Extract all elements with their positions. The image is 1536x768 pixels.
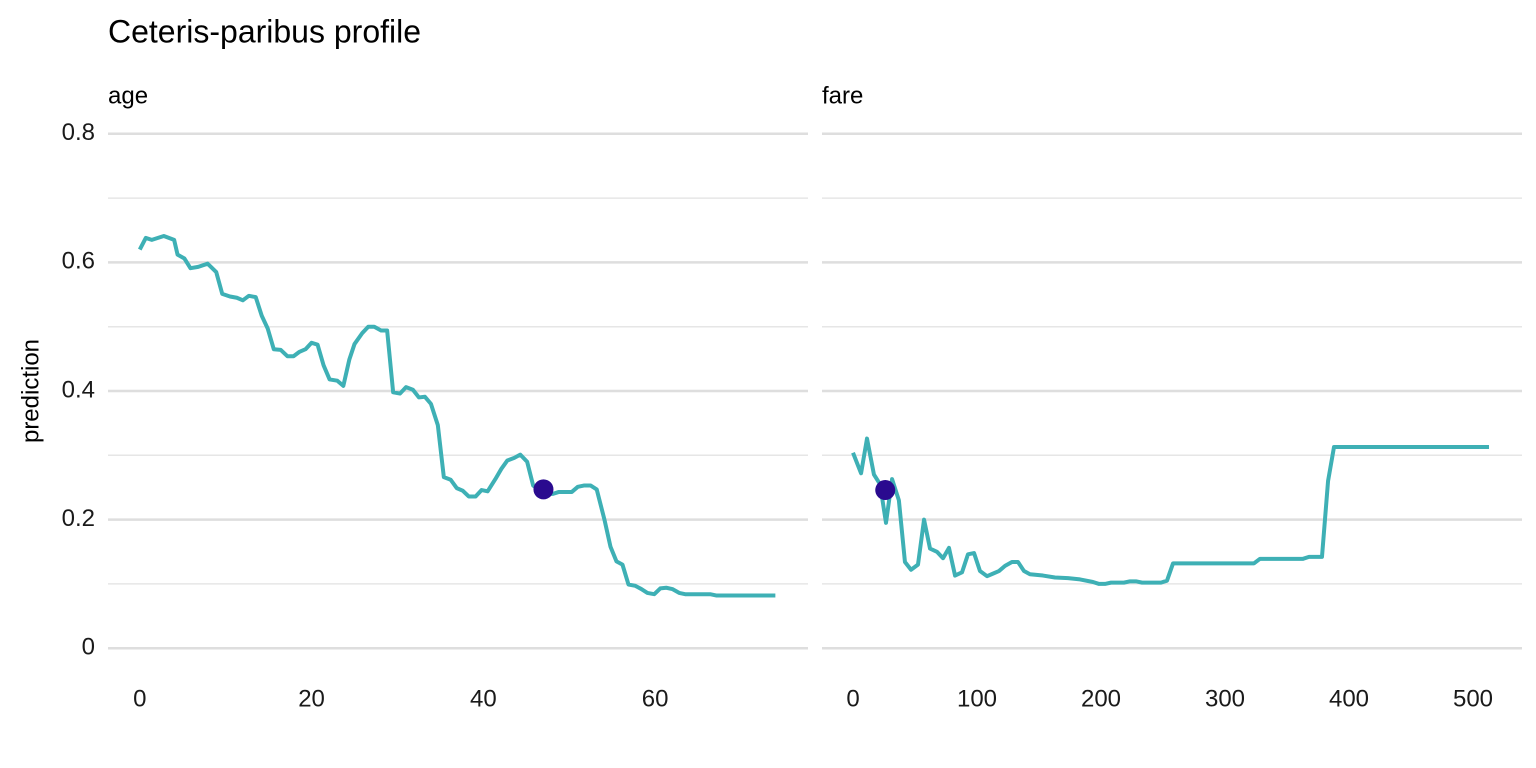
x-tick-label: 60	[642, 685, 669, 712]
observation-point	[533, 479, 554, 500]
observation-point	[875, 480, 896, 501]
x-tick-label: 0	[846, 685, 859, 712]
y-axis-label: prediction	[17, 339, 44, 443]
y-tick-label: 0.8	[62, 119, 95, 146]
panel-title: fare	[822, 82, 863, 109]
y-tick-label: 0.2	[62, 505, 95, 532]
y-tick-label: 0.6	[62, 248, 95, 275]
profile-line	[851, 436, 1490, 586]
y-tick-label: 0	[82, 634, 95, 661]
profile-line	[138, 234, 776, 598]
x-tick-label: 200	[1081, 685, 1121, 712]
y-tick-label: 0.4	[62, 376, 95, 403]
panel-title: age	[108, 82, 148, 109]
x-tick-label: 500	[1453, 685, 1493, 712]
x-tick-label: 300	[1205, 685, 1245, 712]
x-tick-label: 20	[298, 685, 325, 712]
x-tick-label: 400	[1329, 685, 1369, 712]
chart-title: Ceteris-paribus profile	[108, 13, 421, 49]
x-tick-label: 100	[957, 685, 997, 712]
x-tick-label: 40	[470, 685, 497, 712]
x-tick-label: 0	[133, 685, 146, 712]
